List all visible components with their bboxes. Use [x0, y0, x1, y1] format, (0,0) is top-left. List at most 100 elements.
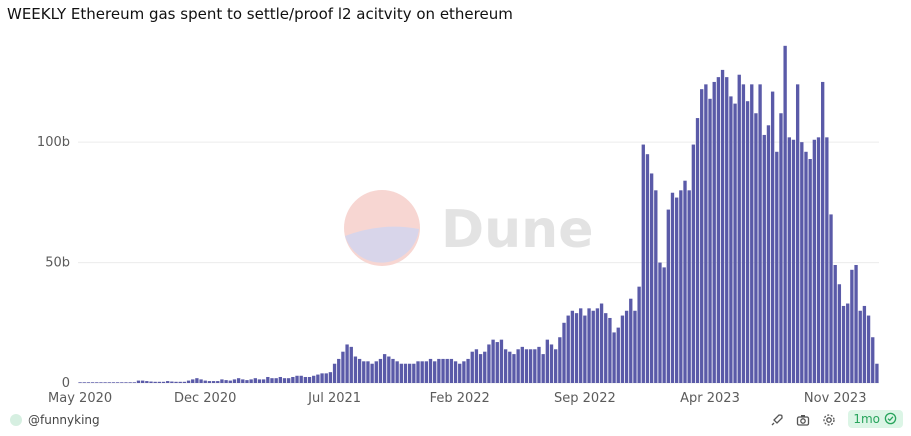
bar[interactable]: [812, 139, 817, 383]
bar[interactable]: [236, 378, 241, 383]
bar[interactable]: [725, 77, 729, 383]
bar[interactable]: [270, 378, 274, 383]
bar[interactable]: [770, 91, 775, 383]
bar[interactable]: [378, 358, 383, 383]
bar[interactable]: [420, 361, 424, 383]
bar[interactable]: [708, 98, 712, 384]
bar[interactable]: [795, 84, 800, 383]
bar[interactable]: [111, 382, 116, 383]
bar[interactable]: [658, 262, 662, 383]
bar[interactable]: [554, 349, 558, 383]
bar[interactable]: [232, 379, 237, 383]
bar[interactable]: [704, 84, 708, 383]
rocket-icon[interactable]: [770, 412, 784, 426]
camera-icon[interactable]: [796, 412, 810, 426]
bar[interactable]: [357, 358, 362, 383]
bar[interactable]: [754, 113, 758, 383]
bar[interactable]: [191, 379, 195, 383]
bar[interactable]: [132, 382, 136, 383]
bar[interactable]: [649, 173, 654, 383]
bar[interactable]: [320, 373, 324, 383]
bar[interactable]: [391, 358, 395, 383]
bar[interactable]: [700, 89, 704, 384]
bar[interactable]: [332, 363, 337, 383]
bar[interactable]: [195, 378, 199, 383]
bar[interactable]: [737, 74, 741, 383]
bar[interactable]: [437, 358, 441, 383]
bar[interactable]: [629, 298, 633, 383]
bar[interactable]: [145, 381, 149, 383]
bar[interactable]: [866, 315, 871, 383]
bar[interactable]: [124, 382, 128, 383]
bar[interactable]: [633, 310, 637, 383]
bar[interactable]: [683, 180, 687, 383]
bar[interactable]: [107, 382, 111, 383]
bar[interactable]: [307, 376, 312, 383]
bar[interactable]: [257, 379, 262, 383]
author[interactable]: @funnyking: [10, 413, 100, 427]
bar[interactable]: [182, 381, 187, 383]
bar[interactable]: [675, 197, 679, 383]
bar[interactable]: [374, 361, 378, 383]
bar[interactable]: [562, 322, 566, 383]
bar[interactable]: [491, 339, 495, 383]
bar[interactable]: [733, 103, 737, 384]
bar[interactable]: [766, 125, 771, 384]
bar[interactable]: [178, 381, 182, 383]
gear-icon[interactable]: [822, 412, 836, 426]
bar[interactable]: [95, 382, 99, 383]
bar[interactable]: [524, 349, 529, 383]
bar[interactable]: [128, 382, 132, 383]
bar[interactable]: [470, 351, 474, 383]
bar[interactable]: [337, 358, 341, 383]
bar[interactable]: [579, 308, 583, 383]
bar[interactable]: [274, 378, 278, 383]
bar[interactable]: [249, 379, 253, 383]
bar[interactable]: [295, 375, 299, 383]
bar[interactable]: [449, 358, 454, 383]
bar[interactable]: [474, 349, 479, 383]
bar[interactable]: [412, 363, 416, 383]
bar[interactable]: [775, 151, 779, 383]
bar[interactable]: [228, 380, 232, 383]
bar[interactable]: [299, 375, 303, 383]
bar[interactable]: [679, 190, 683, 383]
bar[interactable]: [695, 118, 700, 383]
bar[interactable]: [545, 339, 550, 383]
bar[interactable]: [103, 382, 107, 383]
bar[interactable]: [837, 284, 842, 383]
bar[interactable]: [253, 378, 257, 383]
bar[interactable]: [445, 358, 449, 383]
bar[interactable]: [750, 84, 754, 383]
bar[interactable]: [666, 209, 670, 383]
bar[interactable]: [604, 313, 608, 383]
bar[interactable]: [403, 363, 408, 383]
bar[interactable]: [478, 354, 483, 383]
bar[interactable]: [82, 382, 86, 383]
bar[interactable]: [595, 308, 600, 383]
bar[interactable]: [520, 346, 524, 383]
bar[interactable]: [846, 303, 850, 383]
bar[interactable]: [871, 337, 875, 383]
bar[interactable]: [324, 373, 328, 383]
bar[interactable]: [433, 361, 437, 383]
bar[interactable]: [608, 317, 612, 383]
bar[interactable]: [787, 137, 791, 383]
bar[interactable]: [583, 315, 587, 383]
bar[interactable]: [483, 351, 487, 383]
bar[interactable]: [716, 77, 721, 383]
bar[interactable]: [220, 379, 224, 383]
bar[interactable]: [349, 346, 353, 383]
bar[interactable]: [203, 380, 207, 383]
bar[interactable]: [291, 376, 295, 383]
bar[interactable]: [670, 192, 675, 383]
bar[interactable]: [207, 381, 212, 383]
bar[interactable]: [408, 363, 412, 383]
bar[interactable]: [641, 144, 645, 383]
bar[interactable]: [800, 142, 804, 383]
bar[interactable]: [424, 361, 429, 383]
bar[interactable]: [366, 361, 370, 383]
bar[interactable]: [153, 381, 157, 383]
bar[interactable]: [328, 372, 333, 383]
bar[interactable]: [303, 376, 308, 383]
